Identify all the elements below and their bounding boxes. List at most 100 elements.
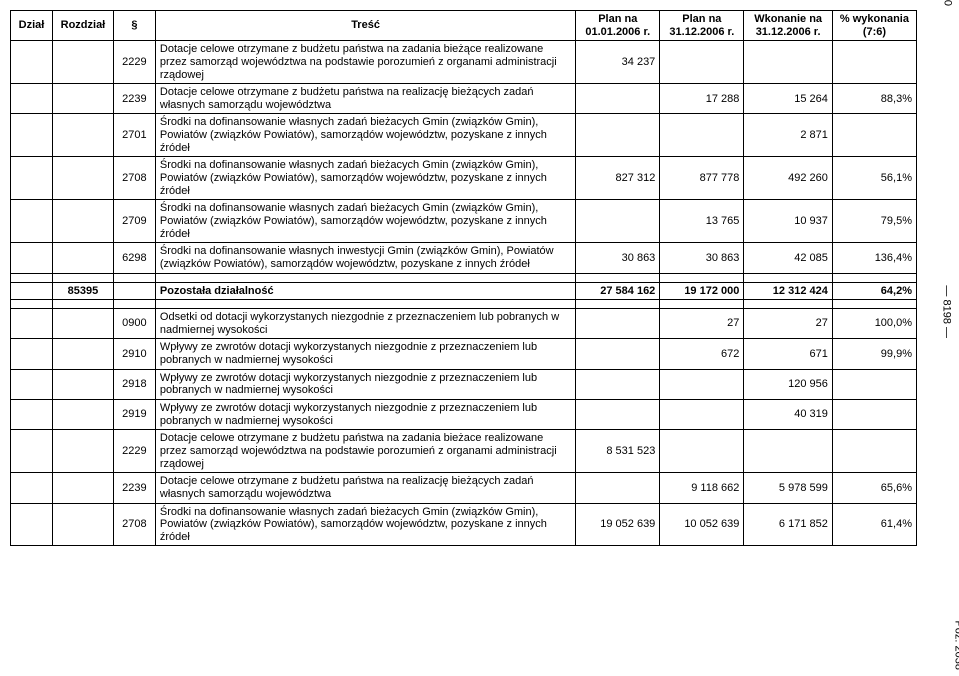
cell-par: 2229 [113,430,155,473]
margin-journal-title: Dziennik Urzędowy Województwa Małopolski… [941,0,953,6]
cell-tresc: Dotacje celowe otrzymane z budżetu państ… [155,84,575,114]
cell-tresc: Środki na dofinansowanie własnych zadań … [155,200,575,243]
cell-tresc: Środki na dofinansowanie własnych zadań … [155,157,575,200]
spacer-cell [832,273,916,282]
cell-wyk: 15 264 [744,84,832,114]
cell-pct: 136,4% [832,243,916,273]
cell-tresc: Wpływy ze zwrotów dotacji wykorzystanych… [155,369,575,399]
cell-plan2: 30 863 [660,243,744,273]
table-header-row: Dział Rozdział § Treść Plan na 01.01.200… [11,11,917,41]
cell-pct: 61,4% [832,503,916,546]
table-row: 2709Środki na dofinansowanie własnych za… [11,200,917,243]
cell-plan2 [660,41,744,84]
col-pct: % wykonania (7:6) [832,11,916,41]
margin-position: Poz. 2038 [953,620,959,670]
cell-wyk: 40 319 [744,400,832,430]
cell-tresc: Środki na dofinansowanie własnych zadań … [155,503,575,546]
cell-par: 2708 [113,503,155,546]
cell-rozdzial: 85395 [53,282,114,300]
spacer-row [11,273,917,282]
spacer-cell [576,273,660,282]
cell-par: 0900 [113,309,155,339]
col-plan2: Plan na 31.12.2006 r. [660,11,744,41]
cell-plan1: 34 237 [576,41,660,84]
table-row: 6298Środki na dofinansowanie własnych in… [11,243,917,273]
col-dzial: Dział [11,11,53,41]
cell-pct [832,114,916,157]
cell-plan1: 827 312 [576,157,660,200]
cell-wyk: 2 871 [744,114,832,157]
cell-wyk: 120 956 [744,369,832,399]
cell-dzial [11,309,53,339]
table-row: 0900Odsetki od dotacji wykorzystanych ni… [11,309,917,339]
spacer-cell [53,300,114,309]
cell-par: 2910 [113,339,155,369]
cell-rozdzial [53,309,114,339]
col-tresc: Treść [155,11,575,41]
spacer-cell [11,273,53,282]
cell-dzial [11,200,53,243]
cell-pct [832,430,916,473]
cell-plan1: 30 863 [576,243,660,273]
cell-plan1 [576,369,660,399]
spacer-cell [744,273,832,282]
cell-plan2: 9 118 662 [660,473,744,503]
cell-plan2: 877 778 [660,157,744,200]
cell-tresc: Pozostała działalność [155,282,575,300]
cell-plan2 [660,430,744,473]
cell-tresc: Odsetki od dotacji wykorzystanych niezgo… [155,309,575,339]
table-row: 2708Środki na dofinansowanie własnych za… [11,157,917,200]
cell-dzial [11,369,53,399]
margin-page-number: — 8198 — [941,285,953,338]
cell-pct: 64,2% [832,282,916,300]
spacer-row [11,300,917,309]
table-row: 2910Wpływy ze zwrotów dotacji wykorzysta… [11,339,917,369]
spacer-cell [576,300,660,309]
cell-wyk: 492 260 [744,157,832,200]
cell-dzial [11,282,53,300]
cell-rozdzial [53,339,114,369]
cell-pct: 100,0% [832,309,916,339]
spacer-cell [660,300,744,309]
cell-plan1 [576,200,660,243]
cell-dzial [11,339,53,369]
budget-table: Dział Rozdział § Treść Plan na 01.01.200… [10,10,917,546]
cell-rozdzial [53,114,114,157]
cell-par: 2708 [113,157,155,200]
cell-plan1: 8 531 523 [576,430,660,473]
cell-plan2: 10 052 639 [660,503,744,546]
cell-rozdzial [53,473,114,503]
cell-tresc: Środki na dofinansowanie własnych zadań … [155,114,575,157]
cell-dzial [11,503,53,546]
cell-dzial [11,400,53,430]
cell-rozdzial [53,430,114,473]
cell-dzial [11,243,53,273]
spacer-cell [155,273,575,282]
cell-pct [832,369,916,399]
cell-par: 6298 [113,243,155,273]
col-wyk: Wkonanie na 31.12.2006 r. [744,11,832,41]
cell-rozdzial [53,157,114,200]
cell-wyk: 10 937 [744,200,832,243]
cell-pct: 99,9% [832,339,916,369]
table-row: 2919Wpływy ze zwrotów dotacji wykorzysta… [11,400,917,430]
cell-rozdzial [53,400,114,430]
cell-par: 2239 [113,473,155,503]
spacer-cell [155,300,575,309]
table-row: 2239Dotacje celowe otrzymane z budżetu p… [11,473,917,503]
cell-wyk: 671 [744,339,832,369]
cell-plan2: 19 172 000 [660,282,744,300]
table-row: 2918Wpływy ze zwrotów dotacji wykorzysta… [11,369,917,399]
cell-plan1 [576,84,660,114]
cell-wyk: 6 171 852 [744,503,832,546]
cell-plan1: 19 052 639 [576,503,660,546]
cell-dzial [11,114,53,157]
cell-pct: 65,6% [832,473,916,503]
cell-wyk: 27 [744,309,832,339]
col-par: § [113,11,155,41]
cell-plan1 [576,400,660,430]
cell-par [113,282,155,300]
cell-rozdzial [53,84,114,114]
cell-pct [832,41,916,84]
spacer-cell [11,300,53,309]
